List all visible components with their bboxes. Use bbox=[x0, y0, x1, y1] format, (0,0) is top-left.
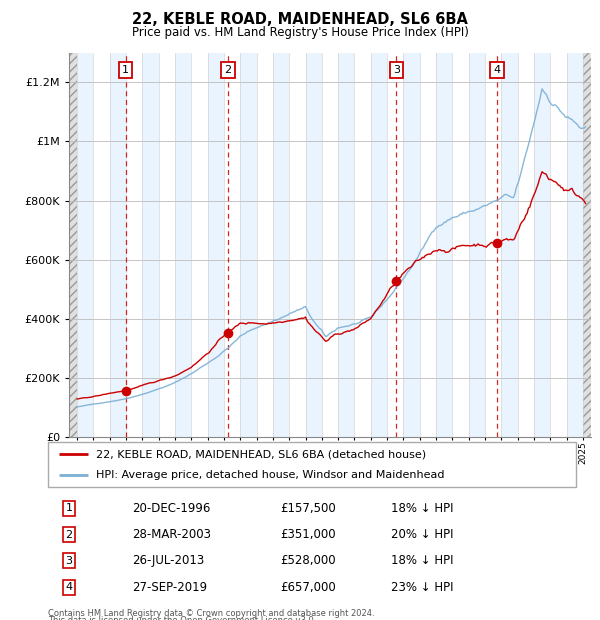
Text: 2: 2 bbox=[65, 529, 73, 539]
Bar bbox=[208, 53, 224, 437]
Text: 3: 3 bbox=[393, 65, 400, 75]
Bar bbox=[69, 53, 77, 437]
Bar bbox=[501, 53, 518, 437]
Bar bbox=[566, 53, 583, 437]
Text: 4: 4 bbox=[493, 65, 500, 75]
Text: £528,000: £528,000 bbox=[280, 554, 336, 567]
Text: 1: 1 bbox=[65, 503, 73, 513]
Text: 1: 1 bbox=[122, 65, 129, 75]
Text: 4: 4 bbox=[65, 582, 73, 592]
Bar bbox=[534, 53, 550, 437]
Text: This data is licensed under the Open Government Licence v3.0.: This data is licensed under the Open Gov… bbox=[48, 616, 316, 620]
Bar bbox=[142, 53, 159, 437]
Bar bbox=[175, 53, 191, 437]
Text: HPI: Average price, detached house, Windsor and Maidenhead: HPI: Average price, detached house, Wind… bbox=[95, 469, 444, 480]
Bar bbox=[469, 53, 485, 437]
Bar bbox=[436, 53, 452, 437]
Text: Price paid vs. HM Land Registry's House Price Index (HPI): Price paid vs. HM Land Registry's House … bbox=[131, 26, 469, 39]
Text: £157,500: £157,500 bbox=[280, 502, 336, 515]
Text: 28-MAR-2003: 28-MAR-2003 bbox=[133, 528, 211, 541]
Text: 18% ↓ HPI: 18% ↓ HPI bbox=[391, 502, 454, 515]
Text: 22, KEBLE ROAD, MAIDENHEAD, SL6 6BA: 22, KEBLE ROAD, MAIDENHEAD, SL6 6BA bbox=[132, 12, 468, 27]
Bar bbox=[371, 53, 387, 437]
Text: Contains HM Land Registry data © Crown copyright and database right 2024.: Contains HM Land Registry data © Crown c… bbox=[48, 609, 374, 618]
Text: 18% ↓ HPI: 18% ↓ HPI bbox=[391, 554, 454, 567]
Bar bbox=[240, 53, 257, 437]
Text: 2: 2 bbox=[224, 65, 232, 75]
Bar bbox=[110, 53, 126, 437]
Bar bbox=[583, 53, 591, 437]
Text: 22, KEBLE ROAD, MAIDENHEAD, SL6 6BA (detached house): 22, KEBLE ROAD, MAIDENHEAD, SL6 6BA (det… bbox=[95, 449, 425, 459]
Bar bbox=[273, 53, 289, 437]
Bar bbox=[77, 53, 94, 437]
Bar bbox=[403, 53, 420, 437]
Text: 3: 3 bbox=[65, 556, 73, 566]
Text: 20-DEC-1996: 20-DEC-1996 bbox=[133, 502, 211, 515]
Text: 26-JUL-2013: 26-JUL-2013 bbox=[133, 554, 205, 567]
Text: 27-SEP-2019: 27-SEP-2019 bbox=[133, 581, 208, 594]
Bar bbox=[338, 53, 355, 437]
Text: £657,000: £657,000 bbox=[280, 581, 336, 594]
Bar bbox=[305, 53, 322, 437]
Text: 20% ↓ HPI: 20% ↓ HPI bbox=[391, 528, 454, 541]
Text: £351,000: £351,000 bbox=[280, 528, 336, 541]
Text: 23% ↓ HPI: 23% ↓ HPI bbox=[391, 581, 454, 594]
